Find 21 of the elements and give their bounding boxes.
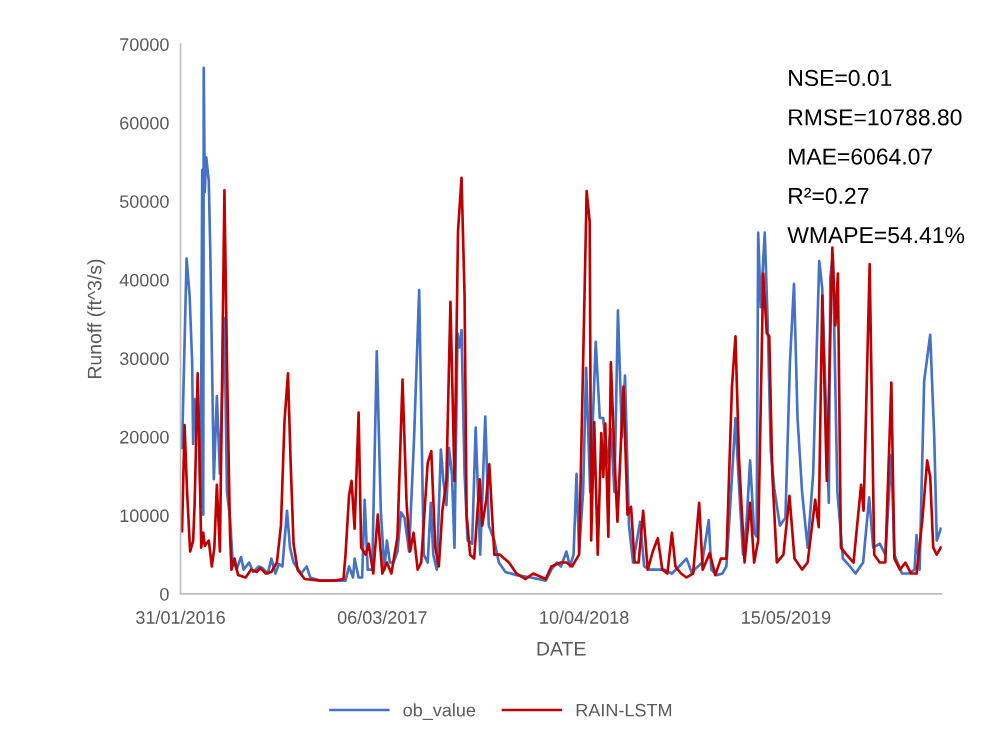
x-tick-label: 10/04/2018	[540, 610, 629, 624]
x-tick-label: 31/01/2016	[136, 610, 225, 624]
annotation: WMAPE=54.41%	[787, 227, 965, 244]
x-axis-title: DATE	[537, 642, 586, 656]
y-tick-label: 0	[160, 587, 169, 601]
y-tick-label: 30000	[119, 352, 169, 366]
x-tick-label: 15/05/2019	[742, 610, 831, 624]
y-tick-label: 10000	[120, 509, 169, 523]
annotation: NSE=0.01	[789, 69, 892, 87]
legend-label: ob_value	[403, 703, 476, 720]
annotation: R²=0.27	[789, 187, 869, 204]
y-tick-label: 60000	[120, 116, 169, 130]
legend-label: RAIN-LSTM	[576, 703, 672, 717]
x-tick-label: 06/03/2017	[337, 610, 427, 624]
annotation: MAE=6064.07	[789, 148, 933, 165]
annotation: RMSE=10788.80	[789, 109, 962, 126]
y-tick-label: 20000	[120, 430, 169, 444]
y-tick-label: 40000	[119, 273, 169, 287]
y-axis-title: Runoff (ft^3/s)	[87, 259, 106, 379]
y-tick-label: 70000	[120, 38, 169, 51]
y-tick-label: 50000	[119, 195, 169, 208]
